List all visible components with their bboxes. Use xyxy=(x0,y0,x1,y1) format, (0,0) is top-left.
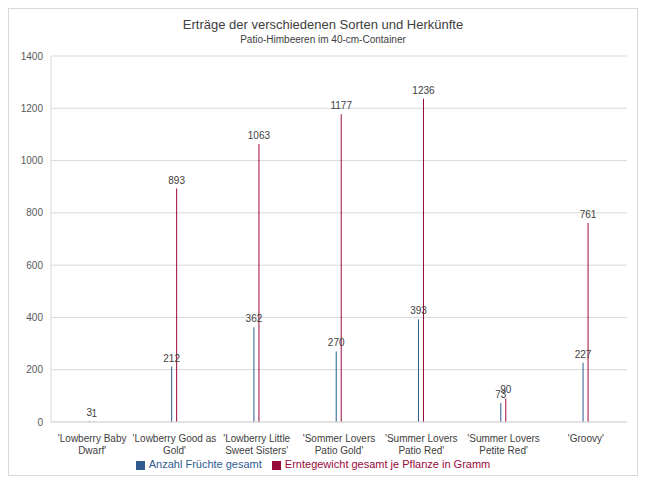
svg-text:200: 200 xyxy=(26,364,43,375)
svg-text:'Lowberry Good asGold': 'Lowberry Good asGold' xyxy=(133,433,217,456)
svg-text:'Groovy': 'Groovy' xyxy=(568,433,604,444)
svg-text:600: 600 xyxy=(26,260,43,271)
svg-text:270: 270 xyxy=(328,337,345,348)
svg-text:0: 0 xyxy=(37,417,43,428)
svg-text:362: 362 xyxy=(246,313,263,324)
svg-text:1: 1 xyxy=(92,408,98,419)
svg-text:'Sommer LoversPatio Gold': 'Sommer LoversPatio Gold' xyxy=(303,433,376,456)
svg-text:1177: 1177 xyxy=(330,100,352,111)
svg-text:'Summer LoversPetite Red': 'Summer LoversPetite Red' xyxy=(467,433,539,456)
html-text:Patio-Himbeeren im 40-cm-Conta: Patio-Himbeeren im 40-cm-Container xyxy=(240,34,406,45)
html-text:Anzahl Früchte gesamt: Anzahl Früchte gesamt xyxy=(148,458,262,470)
svg-text:1063: 1063 xyxy=(248,130,271,141)
svg-text:400: 400 xyxy=(26,312,43,323)
svg-text:893: 893 xyxy=(168,175,185,186)
svg-text:1400: 1400 xyxy=(21,51,44,62)
html-text:Erträge der verschiedenen Sort: Erträge der verschiedenen Sorten und Her… xyxy=(182,17,464,32)
svg-text:1200: 1200 xyxy=(21,103,44,114)
svg-text:761: 761 xyxy=(580,209,597,220)
html-text:Erntegewicht gesamt je Pflanze: Erntegewicht gesamt je Pflanze in Gramm xyxy=(284,458,491,470)
svg-text:1000: 1000 xyxy=(21,155,44,166)
svg-text:1236: 1236 xyxy=(412,85,435,96)
svg-text:'Summer LoversPatio Red': 'Summer LoversPatio Red' xyxy=(385,433,458,456)
svg-text:212: 212 xyxy=(163,353,180,364)
svg-text:393: 393 xyxy=(410,305,427,316)
svg-text:'Lowberry BabyDwarf': 'Lowberry BabyDwarf' xyxy=(58,433,127,456)
svg-text:90: 90 xyxy=(500,384,512,395)
svg-text:3: 3 xyxy=(86,407,93,419)
svg-text:227: 227 xyxy=(575,349,592,360)
svg-text:800: 800 xyxy=(26,207,43,218)
svg-text:'Lowberry LittleSweet Sisters': 'Lowberry LittleSweet Sisters' xyxy=(223,433,290,456)
